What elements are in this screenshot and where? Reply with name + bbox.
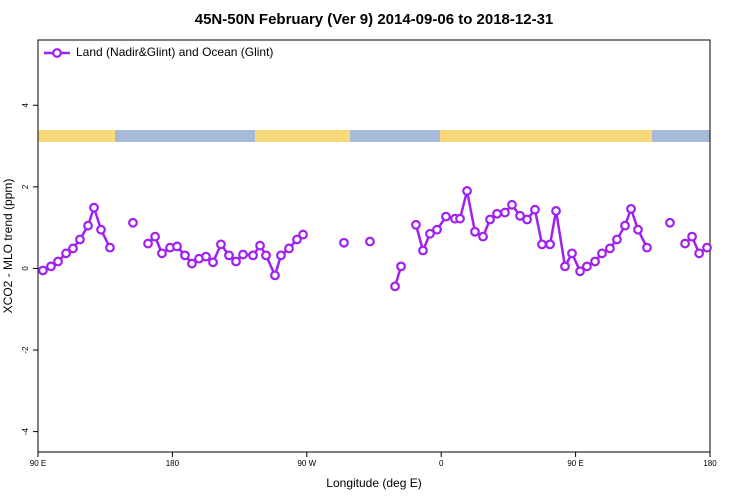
- data-point: [462, 186, 472, 196]
- x-tick-label: 90 E: [30, 459, 46, 468]
- data-point: [694, 248, 704, 259]
- data-point: [702, 242, 712, 253]
- data-point: [53, 256, 63, 267]
- data-point: [224, 250, 234, 261]
- data-point: [276, 250, 286, 261]
- land-band: [38, 130, 115, 142]
- x-tick-label: 180: [166, 459, 180, 468]
- data-point: [455, 213, 465, 224]
- data-point: [597, 248, 607, 259]
- ocean-band: [652, 130, 710, 142]
- data-point: [172, 241, 182, 252]
- data-point: [507, 199, 517, 210]
- y-tick-label: -2: [21, 346, 30, 354]
- data-point: [75, 234, 85, 245]
- data-point: [143, 238, 153, 249]
- x-tick-label: 0: [439, 459, 444, 468]
- data-point: [470, 226, 480, 237]
- data-point: [128, 217, 138, 228]
- data-point: [339, 237, 349, 248]
- data-point: [633, 224, 643, 235]
- data-point: [560, 261, 570, 272]
- data-point: [485, 214, 495, 225]
- y-tick-label: 2: [21, 184, 30, 189]
- series-line: [42, 190, 708, 287]
- ocean-band: [350, 130, 440, 142]
- map-strip: [38, 130, 710, 142]
- data-point: [537, 239, 547, 250]
- data-point: [89, 202, 99, 213]
- data-point: [680, 238, 690, 249]
- data-point: [575, 266, 585, 277]
- y-tick-label: 0: [21, 266, 30, 271]
- data-point: [216, 239, 226, 250]
- data-point: [298, 229, 308, 240]
- data-point: [665, 217, 675, 228]
- y-tick-label: -4: [21, 428, 30, 436]
- data-point: [432, 224, 442, 235]
- data-point: [396, 261, 406, 272]
- data-point: [46, 261, 56, 272]
- x-tick-label: 180: [703, 459, 717, 468]
- data-point: [425, 228, 435, 239]
- data-point: [567, 248, 577, 259]
- data-point: [478, 231, 488, 242]
- data-point: [418, 245, 428, 256]
- y-tick-label: 4: [21, 102, 30, 107]
- land-band: [440, 130, 652, 142]
- data-point: [411, 219, 421, 230]
- data-point: [530, 204, 540, 215]
- data-point: [441, 211, 451, 222]
- data-point: [642, 242, 652, 253]
- ocean-band: [115, 130, 255, 142]
- data-point: [96, 224, 106, 235]
- data-point: [270, 270, 280, 281]
- data-point: [284, 243, 294, 254]
- chart-title: 45N-50N February (Ver 9) 2014-09-06 to 2…: [195, 11, 554, 28]
- data-point: [248, 250, 258, 261]
- x-axis-label: Longitude (deg E): [326, 476, 421, 490]
- data-point: [620, 220, 630, 231]
- data-point: [390, 281, 400, 292]
- data-point: [255, 240, 265, 251]
- data-point: [157, 248, 167, 259]
- data-point: [180, 250, 190, 261]
- data-point: [545, 239, 555, 250]
- data-point: [68, 243, 78, 254]
- data-point: [522, 214, 532, 225]
- data-point: [208, 257, 218, 268]
- data-point: [292, 234, 302, 245]
- data-point: [38, 265, 48, 276]
- data-point: [590, 256, 600, 267]
- data-point: [551, 206, 561, 216]
- data-point: [492, 208, 502, 219]
- data-point: [582, 261, 592, 272]
- data-point: [187, 258, 197, 269]
- x-tick-label: 90 W: [297, 459, 316, 468]
- data-point: [500, 207, 510, 218]
- data-point: [61, 248, 71, 259]
- data-point: [626, 203, 636, 214]
- data-point: [612, 234, 622, 245]
- data-point: [150, 231, 160, 242]
- data-point: [231, 256, 241, 267]
- legend-marker: [52, 48, 62, 58]
- x-tick-label: 90 E: [567, 459, 583, 468]
- land-band: [255, 130, 350, 142]
- data-point: [687, 231, 697, 242]
- data-point: [201, 251, 211, 262]
- data-point: [83, 220, 93, 231]
- data-point: [365, 236, 375, 247]
- legend-label: Land (Nadir&Glint) and Ocean (Glint): [76, 45, 273, 59]
- data-point: [238, 249, 248, 260]
- y-axis-label: XCO2 - MLO trend (ppm): [1, 179, 15, 314]
- data-point: [105, 242, 115, 253]
- data-point: [261, 250, 271, 261]
- data-point: [605, 243, 615, 254]
